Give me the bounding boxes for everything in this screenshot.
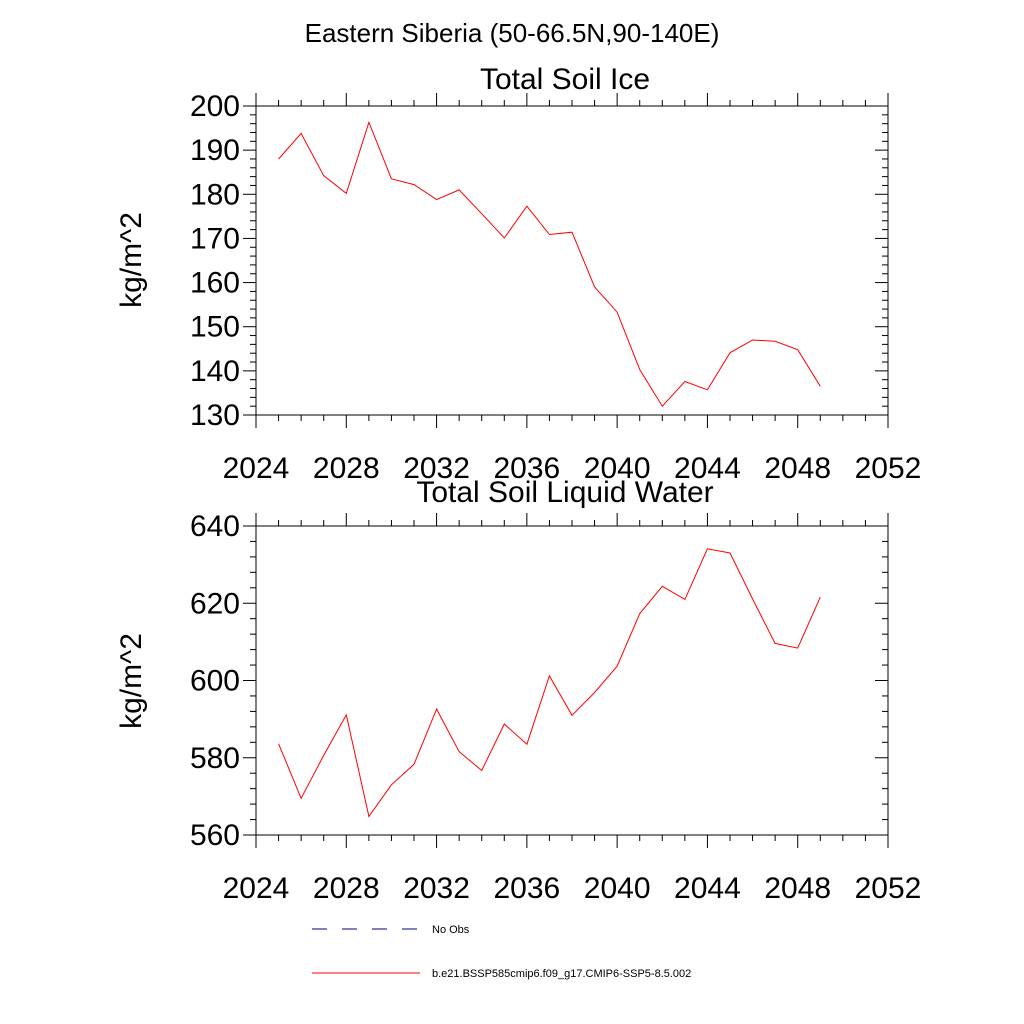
page-title: Eastern Siberia (50-66.5N,90-140E): [304, 18, 720, 48]
series-lines: [278, 548, 821, 818]
plot-frame: [255, 525, 889, 836]
y-tick-label: 190: [190, 134, 240, 167]
x-tick-label: 2032: [403, 872, 470, 905]
x-tick-label: 2040: [584, 452, 651, 485]
y-tick-label: 130: [190, 399, 240, 432]
y-tick-label: 140: [190, 355, 240, 388]
x-tick-labels: 2024 2028 2032 2036 2040 2044 2048 2052: [223, 872, 922, 905]
panel-title: Total Soil Ice: [480, 63, 650, 96]
legend: No Obs b.e21.BSSP585cmip6.f09_g17.CMIP6-…: [312, 924, 691, 980]
x-tick-label: 2024: [223, 872, 290, 905]
x-tick-label: 2036: [493, 452, 560, 485]
panel-total-soil-ice: Total Soil Ice kg/m^2 2024 2028 2032 2036 20…: [115, 63, 921, 485]
series-line-0: [278, 548, 821, 818]
x-tick-label: 2040: [584, 872, 651, 905]
y-tick-label: 150: [190, 311, 240, 344]
y-tick-label: 160: [190, 267, 240, 300]
x-tick-label: 2044: [674, 452, 741, 485]
x-tick-label: 2028: [313, 872, 380, 905]
x-tick-label: 2048: [764, 872, 831, 905]
panel-total-soil-liquid-water: Total Soil Liquid Water kg/m^2 2024 2028 2…: [115, 476, 921, 905]
x-tick-label: 2048: [764, 452, 831, 485]
tick-marks: [243, 93, 889, 428]
y-tick-label: 170: [190, 222, 240, 255]
x-tick-label: 2044: [674, 872, 741, 905]
legend-label-model: b.e21.BSSP585cmip6.f09_g17.CMIP6-SSP5-8.…: [432, 968, 691, 980]
x-tick-label: 2052: [855, 872, 922, 905]
y-tick-label: 180: [190, 178, 240, 211]
x-tick-label: 2036: [493, 872, 560, 905]
series-lines: [278, 120, 821, 408]
y-tick-label: 600: [190, 665, 240, 698]
x-tick-label: 2052: [855, 452, 922, 485]
y-tick-label: 640: [190, 510, 240, 543]
legend-label-no-obs: No Obs: [432, 924, 470, 936]
y-tick-label: 560: [190, 819, 240, 852]
y-tick-label: 580: [190, 742, 240, 775]
y-axis-label: kg/m^2: [115, 633, 148, 729]
y-tick-labels: 560 580 600 620 640: [190, 510, 240, 852]
y-tick-label: 200: [190, 90, 240, 123]
x-tick-label: 2024: [223, 452, 290, 485]
tick-marks: [243, 513, 889, 848]
panel-title: Total Soil Liquid Water: [416, 476, 713, 509]
x-tick-labels: 2024 2028 2032 2036 2040 2044 2048 2052: [223, 452, 922, 485]
y-axis-label: kg/m^2: [115, 212, 148, 308]
x-tick-label: 2032: [403, 452, 470, 485]
x-tick-label: 2028: [313, 452, 380, 485]
y-tick-label: 620: [190, 587, 240, 620]
y-tick-labels: 130 140 150 160 170 180 190 200: [190, 90, 240, 432]
plot-frame: [255, 105, 889, 416]
series-line-0: [278, 120, 821, 408]
